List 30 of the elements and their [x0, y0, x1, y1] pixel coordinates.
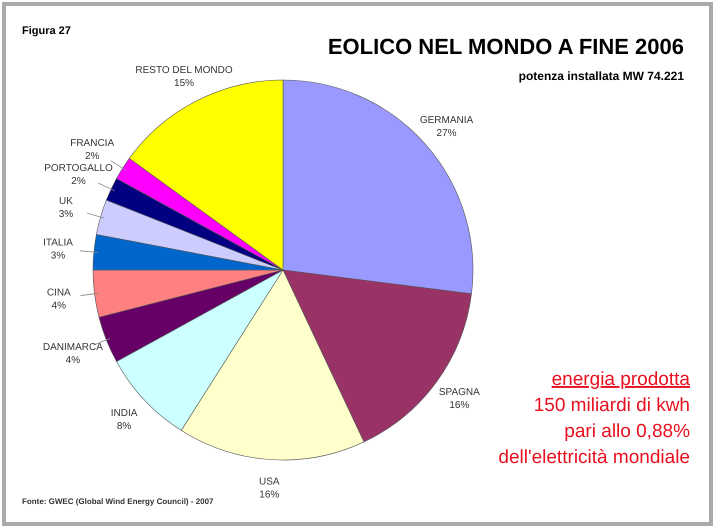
- slice-label: UK: [59, 196, 74, 207]
- text: energia prodotta: [552, 369, 690, 390]
- data-label: 4%: [52, 300, 66, 312]
- data-label: 2%: [84, 150, 100, 162]
- data-label: 27%: [436, 128, 457, 139]
- slice-label: DANIMARCA: [42, 342, 104, 354]
- slice-label: CINA: [46, 287, 72, 298]
- data-label: 8%: [116, 421, 132, 432]
- chart-title: EOLICO NEL MONDO A FINE 2006: [328, 34, 684, 59]
- text: 150 miliardi di kwh: [534, 395, 690, 416]
- data-label: 15%: [174, 78, 194, 89]
- slice-label: FRANCIA: [70, 138, 114, 149]
- data-label: 16%: [449, 400, 470, 412]
- data-label: 2%: [71, 176, 86, 187]
- text: Figura 27: [22, 25, 71, 37]
- data-label: 3%: [50, 250, 66, 262]
- data-label: 3%: [58, 208, 74, 220]
- text: dell'elettricità mondiale: [498, 447, 690, 468]
- text: potenza installata MW 74.221: [518, 69, 684, 83]
- slice-label: GERMANIA: [420, 114, 474, 126]
- slice-label: INDIA: [110, 408, 138, 420]
- data-label: 4%: [66, 355, 80, 366]
- slice-label: ITALIA: [43, 238, 74, 249]
- text: pari allo 0,88%: [564, 421, 690, 442]
- slice-label: SPAGNA: [438, 387, 480, 398]
- data-label: 16%: [259, 490, 280, 501]
- slice-label: USA: [259, 476, 280, 488]
- slice-label: PORTOGALLO: [44, 162, 113, 174]
- source-note: Fonte: GWEC (Global Wind Energy Council) - 2007: [22, 497, 214, 506]
- slice-label: RESTO DEL MONDO: [135, 64, 233, 76]
